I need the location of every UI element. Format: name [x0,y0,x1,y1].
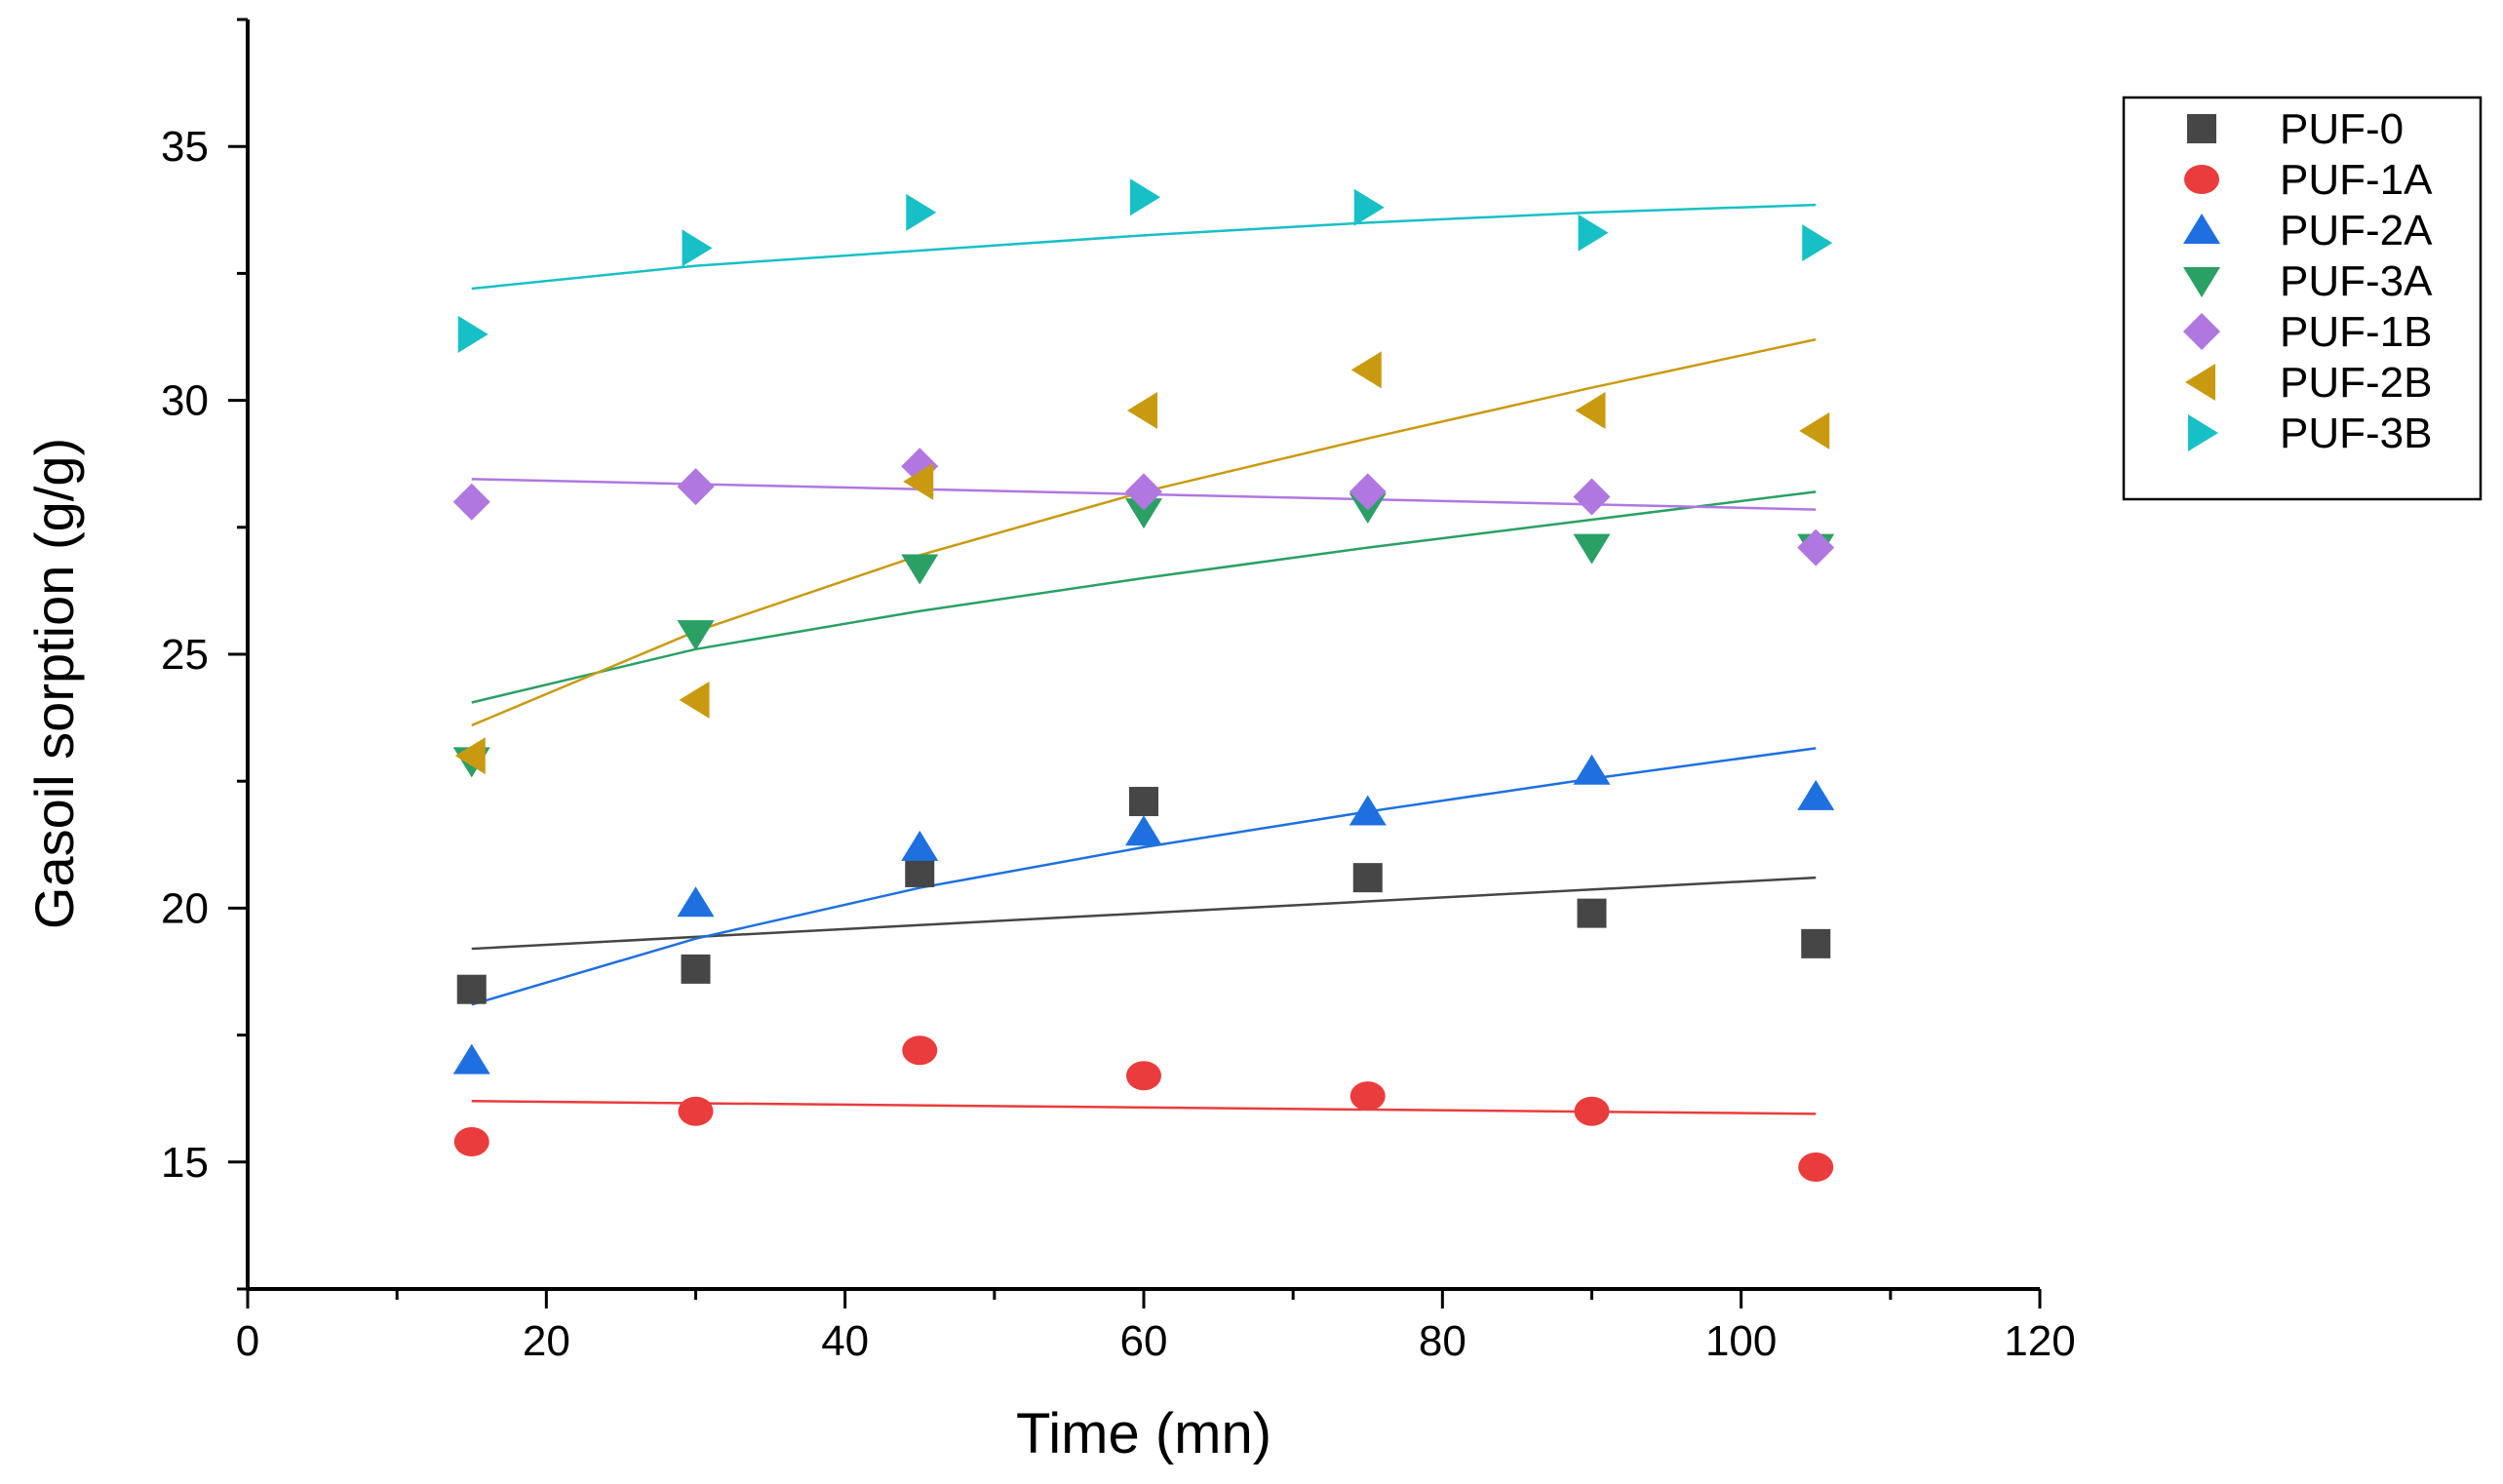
data-points [452,178,1835,1183]
x-axis-title: Time (mn) [1016,1402,1271,1465]
point-puf-2a [452,1043,490,1074]
legend-label-puf-2a: PUF-2A [2280,207,2433,254]
legend-marker-puf-2b [2185,364,2215,401]
legend-label-puf-2b: PUF-2B [2280,359,2432,407]
x-tick-label: 0 [236,1317,259,1365]
legend-label-puf-3b: PUF-3B [2280,410,2432,457]
y-tick-label: 25 [161,631,209,679]
fit-line-puf-1a [471,1100,1817,1115]
point-puf-0 [456,974,487,1004]
point-puf-3b [1130,178,1160,216]
legend-marker-puf-1b [2183,313,2220,350]
point-puf-2a [1349,795,1387,826]
point-puf-2b [903,462,934,500]
x-tick-label: 40 [821,1317,869,1365]
point-puf-2b [1799,411,1830,449]
x-tick-label: 100 [1705,1317,1777,1365]
ticks: 0 20 40 60 80 100 120 15 20 25 30 35 [161,18,2076,1365]
legend-label-puf-3a: PUF-3A [2280,257,2433,305]
point-puf-2b [1350,351,1382,389]
legend-label-puf-1a: PUF-1A [2280,156,2433,204]
point-puf-0 [905,857,935,887]
point-puf-0 [1801,928,1831,958]
point-puf-3b [1353,188,1385,226]
point-puf-3a [1573,533,1611,565]
point-puf-3b [682,229,713,267]
point-puf-0 [1129,787,1158,817]
point-puf-1a [678,1096,714,1126]
fit-lines [471,203,1817,1115]
point-puf-3b [1578,214,1609,252]
point-puf-0 [1577,898,1607,928]
point-puf-2a [1573,754,1611,785]
y-tick-label: 30 [161,377,209,425]
legend-label-puf-1b: PUF-1B [2280,308,2432,356]
point-puf-2b [1575,392,1606,430]
point-puf-2b [454,737,486,775]
point-puf-3a [677,620,715,651]
point-puf-2a [1125,815,1162,846]
x-tick-label: 80 [1419,1317,1467,1365]
point-puf-3b [1802,224,1833,262]
axes [246,20,2040,1291]
point-puf-2a [677,886,715,918]
x-tick-label: 120 [2004,1317,2075,1365]
point-puf-1b [1125,473,1162,511]
fit-line-puf-0 [471,876,1817,951]
point-puf-3b [906,193,937,231]
point-puf-1b [452,483,490,521]
point-puf-1b [1349,473,1387,511]
point-puf-0 [681,954,711,984]
legend-box [2122,96,2483,501]
point-puf-1a [1798,1152,1834,1183]
y-tick-label: 15 [161,1139,209,1187]
point-puf-1b [1797,528,1835,566]
point-puf-1a [902,1035,938,1066]
point-puf-3a [901,554,939,585]
point-puf-2b [679,681,710,719]
point-puf-0 [1352,863,1383,893]
legend-label-puf-0: PUF-0 [2280,105,2404,153]
x-tick-label: 60 [1120,1317,1168,1365]
y-axis-title: Gasoil sorption (g/g) [23,438,85,929]
legend-marker-puf-1a [2184,165,2219,194]
point-puf-3a [1125,498,1162,529]
point-puf-1a [1349,1081,1386,1112]
legend: PUF-0PUF-1APUF-2APUF-3APUF-1BPUF-2BPUF-3… [2122,96,2483,501]
legend-marker-puf-2a [2183,214,2220,244]
y-tick-label: 35 [161,123,209,171]
point-puf-2a [1797,779,1835,810]
legend-marker-puf-0 [2187,114,2216,143]
fit-line-puf-3b [471,203,1817,291]
point-puf-1a [453,1126,489,1156]
point-puf-1a [1574,1096,1610,1126]
fit-line-puf-2a [471,747,1817,1006]
y-tick-label: 20 [161,884,209,932]
x-tick-label: 20 [523,1317,570,1365]
legend-marker-puf-3b [2188,414,2218,451]
point-puf-2b [1127,392,1157,430]
point-puf-1b [677,468,715,506]
point-puf-1b [1573,478,1611,516]
point-puf-1a [1126,1061,1161,1091]
point-puf-3b [457,315,489,353]
point-puf-2a [901,830,939,861]
legend-marker-puf-3a [2183,267,2220,297]
fit-line-puf-2b [471,337,1817,727]
